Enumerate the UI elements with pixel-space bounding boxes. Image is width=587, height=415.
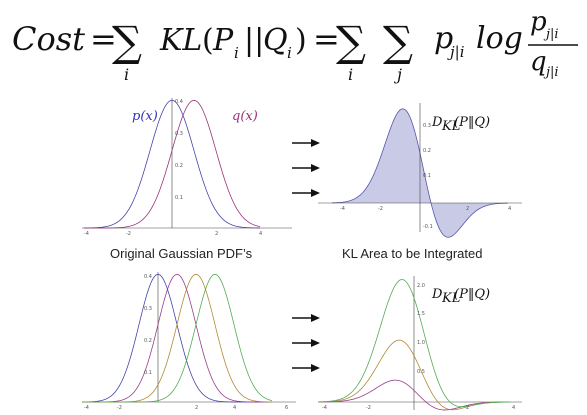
tl-xtick-4: 4 [259,231,262,237]
br-xtick-1: -4 [322,405,327,411]
tr-ytick-4: -0.1 [423,224,433,230]
tl-ytick-2: 0.2 [175,163,183,169]
panel-shifted-gaussians: -4 -2 2 4 6 0.1 0.2 0.3 0.4 [81,272,296,411]
br-dkl-sub: KL [441,291,460,306]
br-xtick-3: 2 [466,405,469,411]
curve-q [84,99,261,229]
eq-sum-2: ∑ [336,17,366,66]
tr-dkl-arg: (P‖Q) [454,115,490,130]
eq-sum-1-index: i [124,65,129,84]
arrows-bottom [292,314,320,372]
bl-xtick-3: 2 [195,405,198,411]
curve-p [83,99,261,229]
eq-sum-2-index: i [348,65,353,84]
tl-xtick-2: -2 [126,231,131,237]
eq-Q: Q [263,23,288,58]
panel-kl-area: D KL (P‖Q) -4 -2 2 4 0.1 0.2 0.3 -0.1 KL… [318,103,522,261]
tl-xtick-3: 2 [215,231,218,237]
tl-ytick-3: 0.3 [175,131,183,137]
legend-p-x: p(x) [132,109,158,124]
eq-P: P [212,23,234,58]
eq-frac-q-sub: j|i [543,65,559,80]
eq-P-sub: i [234,44,239,62]
eq-cost: Cost [12,20,85,58]
eq-kl: KL [159,23,202,58]
kl-curve-shift-3 [317,279,511,408]
tl-xtick-1: -4 [84,231,89,237]
curve-p [81,273,272,403]
br-ytick-2: 1.0 [417,340,425,346]
eq-frac-q: q [530,47,547,77]
eq-paren-open-1: ( [202,23,214,58]
arrow-icon [292,189,320,197]
tr-ytick-1: 0.1 [423,173,431,179]
curve-q-shift-3 [82,273,273,403]
eq-sum-3: ∑ [383,17,413,66]
bl-ytick-3: 0.3 [144,306,152,312]
eq-equals-2: = [313,20,340,58]
eq-bars: || [244,23,264,58]
eq-Q-sub: i [287,44,292,62]
arrow-icon [292,339,320,347]
caption-original-gaussian-pdfs: Original Gaussian PDF’s [110,246,253,261]
tr-dkl-sub: KL [441,119,460,134]
tr-xtick-4: 4 [508,206,511,212]
eq-log: log [476,21,523,56]
arrow-icon [292,364,320,372]
br-ytick-1: 0.5 [417,369,425,375]
eq-paren-close-1: ) [295,23,307,58]
arrow-icon [292,314,320,322]
panel-original-gaussians: p(x) q(x) -4 -2 2 4 0.1 0.2 0.3 0.4 Orig… [82,98,292,261]
cost-equation: Cost = ∑ i KL ( P i || Q i ) = ∑ i ∑ j p… [12,7,578,84]
bl-ytick-2: 0.2 [144,338,152,344]
tr-ytick-3: 0.3 [423,123,431,129]
tr-ytick-2: 0.2 [423,148,431,154]
curve-q-shift-2 [82,273,273,403]
caption-kl-area: KL Area to be Integrated [342,246,482,261]
tl-ytick-1: 0.1 [175,195,183,201]
eq-frac-p: p [530,7,547,37]
eq-sum-1: ∑ [112,17,142,66]
eq-frac-p-sub: j|i [543,27,559,42]
arrow-icon [292,164,320,172]
bl-xtick-1: -4 [84,405,89,411]
tr-dkl-d: D [431,115,443,130]
br-dkl-d: D [431,287,443,302]
br-ytick-3: 1.5 [417,311,425,317]
eq-sum-3-index: j [394,65,402,84]
bl-xtick-4: 4 [233,405,236,411]
eq-p-sub: j|i [447,43,465,61]
bl-xtick-2: -2 [117,405,122,411]
bl-ytick-1: 0.1 [144,370,152,376]
tl-ytick-4: 0.4 [175,99,183,105]
arrows-top [292,139,320,197]
panel-kl-curves: D KL (P‖Q) -4 -2 2 4 0.5 1.0 1.5 2.0 [317,276,522,411]
br-xtick-2: -2 [366,405,371,411]
arrow-icon [292,139,320,147]
curve-q-shift-1 [82,273,272,403]
br-dkl-arg: (P‖Q) [454,287,490,302]
eq-p: p [434,21,453,56]
eq-equals-1: = [90,20,117,58]
bl-xtick-5: 6 [285,405,288,411]
bl-ytick-4: 0.4 [144,274,152,280]
tr-xtick-3: 2 [466,206,469,212]
br-ytick-4: 2.0 [417,283,425,289]
legend-q-x: q(x) [232,109,258,124]
br-xtick-4: 4 [512,405,515,411]
tr-xtick-1: -4 [340,206,345,212]
tr-xtick-2: -2 [378,206,383,212]
kl-curve-shift-1 [317,379,510,411]
